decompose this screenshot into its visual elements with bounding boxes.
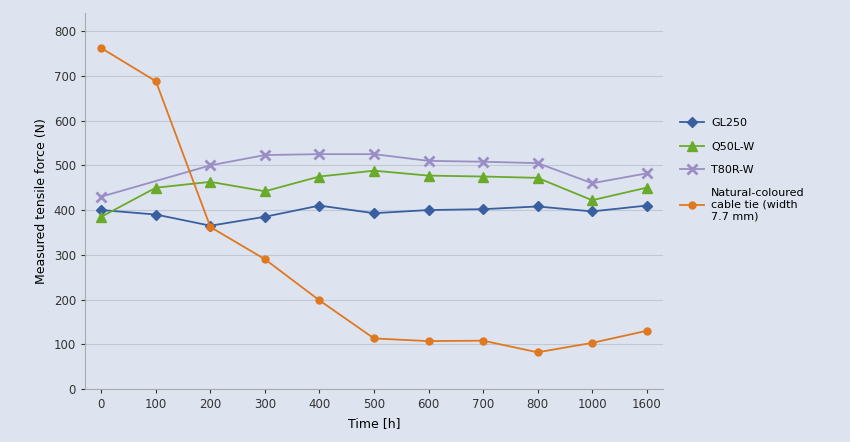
Natural-coloured
cable tie (width
7.7 mm) <box>206 225 216 230</box>
Y-axis label: Measured tensile force (N): Measured tensile force (N) <box>35 118 48 284</box>
GL250 <box>587 209 598 214</box>
GL250 <box>478 206 488 212</box>
Q50L-W <box>587 198 598 203</box>
GL250 <box>642 203 652 208</box>
Natural-coloured
cable tie (width
7.7 mm) <box>150 79 161 84</box>
Q50L-W <box>260 189 270 194</box>
T80R-W <box>423 158 434 164</box>
GL250 <box>96 207 106 213</box>
Legend: GL250, Q50L-W, T80R-W, Natural-coloured
cable tie (width
7.7 mm): GL250, Q50L-W, T80R-W, Natural-coloured … <box>674 113 810 227</box>
Natural-coloured
cable tie (width
7.7 mm) <box>369 336 379 341</box>
Natural-coloured
cable tie (width
7.7 mm) <box>532 350 542 355</box>
Natural-coloured
cable tie (width
7.7 mm) <box>478 338 488 343</box>
T80R-W <box>587 181 598 186</box>
Q50L-W <box>96 214 106 219</box>
Q50L-W <box>314 174 325 179</box>
T80R-W <box>369 152 379 157</box>
T80R-W <box>206 163 216 168</box>
GL250 <box>369 210 379 216</box>
Q50L-W <box>423 173 434 178</box>
Q50L-W <box>642 185 652 191</box>
T80R-W <box>314 152 325 157</box>
GL250 <box>150 212 161 217</box>
T80R-W <box>260 152 270 158</box>
Natural-coloured
cable tie (width
7.7 mm) <box>642 328 652 333</box>
GL250 <box>260 214 270 219</box>
GL250 <box>532 204 542 209</box>
T80R-W <box>96 194 106 199</box>
T80R-W <box>478 159 488 164</box>
Natural-coloured
cable tie (width
7.7 mm) <box>314 298 325 303</box>
Q50L-W <box>478 174 488 179</box>
Q50L-W <box>532 175 542 180</box>
Line: T80R-W: T80R-W <box>97 149 651 202</box>
T80R-W <box>532 160 542 166</box>
Line: Natural-coloured
cable tie (width
7.7 mm): Natural-coloured cable tie (width 7.7 mm… <box>98 45 650 356</box>
Line: Q50L-W: Q50L-W <box>97 166 651 221</box>
GL250 <box>314 203 325 208</box>
GL250 <box>206 223 216 229</box>
Natural-coloured
cable tie (width
7.7 mm) <box>587 340 598 346</box>
GL250 <box>423 207 434 213</box>
X-axis label: Time [h]: Time [h] <box>348 416 400 430</box>
Natural-coloured
cable tie (width
7.7 mm) <box>260 257 270 262</box>
Q50L-W <box>150 185 161 191</box>
Q50L-W <box>369 168 379 173</box>
Natural-coloured
cable tie (width
7.7 mm) <box>96 46 106 51</box>
T80R-W <box>642 171 652 176</box>
Natural-coloured
cable tie (width
7.7 mm) <box>423 339 434 344</box>
Q50L-W <box>206 179 216 184</box>
Line: GL250: GL250 <box>98 202 650 229</box>
